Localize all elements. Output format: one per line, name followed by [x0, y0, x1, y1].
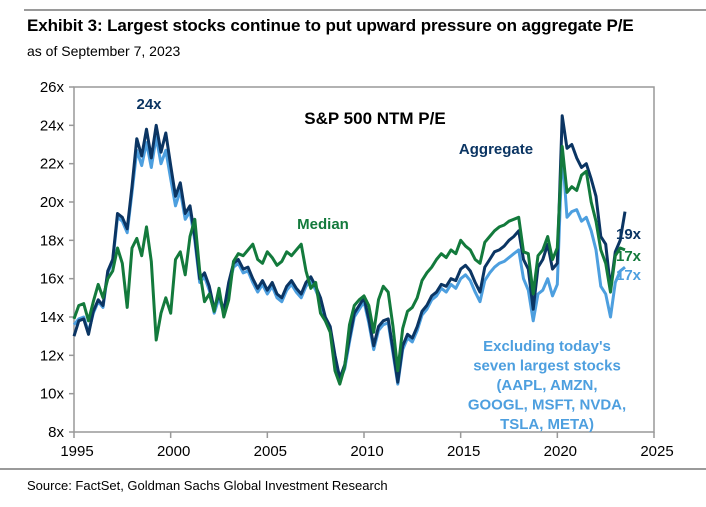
x-tick-label: 2005: [254, 443, 287, 460]
y-tick-label: 24x: [40, 117, 65, 134]
median-line: [72, 144, 626, 386]
excluding-label-line: Excluding today's: [483, 338, 611, 355]
series-lines: [72, 114, 627, 386]
x-tick-label: 2015: [447, 443, 480, 460]
y-tick-label: 12x: [40, 347, 65, 364]
top-rule: [24, 9, 706, 11]
y-tick-label: 10x: [40, 386, 65, 403]
peak-label-24x: 24x: [136, 96, 162, 113]
x-tick-label: 1995: [60, 443, 93, 460]
end-label-excluding: 17x: [616, 267, 642, 284]
chart-title: S&P 500 NTM P/E: [304, 109, 445, 128]
aggregate-line: [72, 114, 627, 384]
axes: 8x 10x 12x 14x 16x 18x 20x 22x 24x 26x 1995 2000 200…: [40, 79, 674, 460]
exhibit-title: Exhibit 3: Largest stocks continue to pu…: [27, 16, 634, 35]
exhibit-subtitle: as of September 7, 2023: [27, 43, 181, 59]
end-label-aggregate: 19x: [616, 226, 642, 243]
y-tick-label: 26x: [40, 79, 65, 96]
y-tick-label: 18x: [40, 232, 65, 249]
y-tick-label: 16x: [40, 271, 65, 288]
x-tick-label: 2025: [640, 443, 673, 460]
y-tick-label: 20x: [40, 194, 65, 211]
y-tick-label: 8x: [48, 424, 64, 441]
y-tick-label: 22x: [40, 156, 65, 173]
median-label: Median: [297, 216, 349, 233]
x-tick-label: 2000: [157, 443, 190, 460]
excluding-label: Excluding today's seven largest stocks (AA…: [468, 338, 626, 433]
bottom-rule: [0, 468, 706, 470]
excluding-label-line: seven largest stocks: [473, 358, 621, 375]
excluding-label-line: GOOGL, MSFT, NVDA,: [468, 397, 626, 414]
x-tick-label: 2020: [544, 443, 577, 460]
excluding-label-line: TSLA, META): [500, 416, 594, 433]
excluding-label-line: (AAPL, AMZN,: [496, 377, 597, 394]
x-tick-label: 2010: [350, 443, 383, 460]
source-note: Source: FactSet, Goldman Sachs Global In…: [27, 478, 388, 493]
aggregate-label: Aggregate: [459, 141, 533, 158]
end-label-median: 17x: [616, 248, 642, 265]
y-tick-label: 14x: [40, 309, 65, 326]
